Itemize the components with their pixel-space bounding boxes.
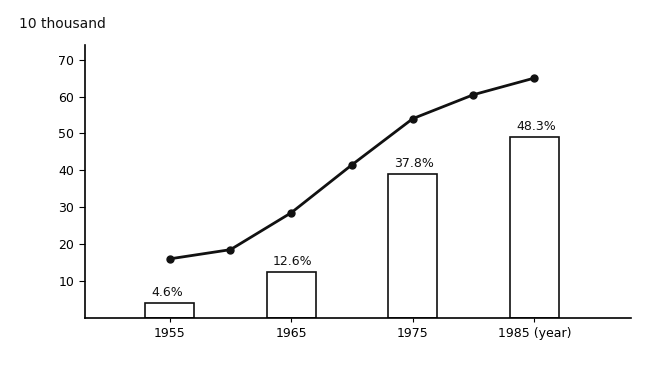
Bar <box>145 303 194 318</box>
Text: 12.6%: 12.6% <box>273 255 312 268</box>
Text: 10 thousand: 10 thousand <box>19 17 106 31</box>
Bar <box>389 174 437 318</box>
Text: 48.3%: 48.3% <box>516 120 556 134</box>
Bar <box>510 137 559 318</box>
Text: 4.6%: 4.6% <box>152 286 183 300</box>
Bar <box>267 272 316 318</box>
Text: 37.8%: 37.8% <box>395 157 434 170</box>
